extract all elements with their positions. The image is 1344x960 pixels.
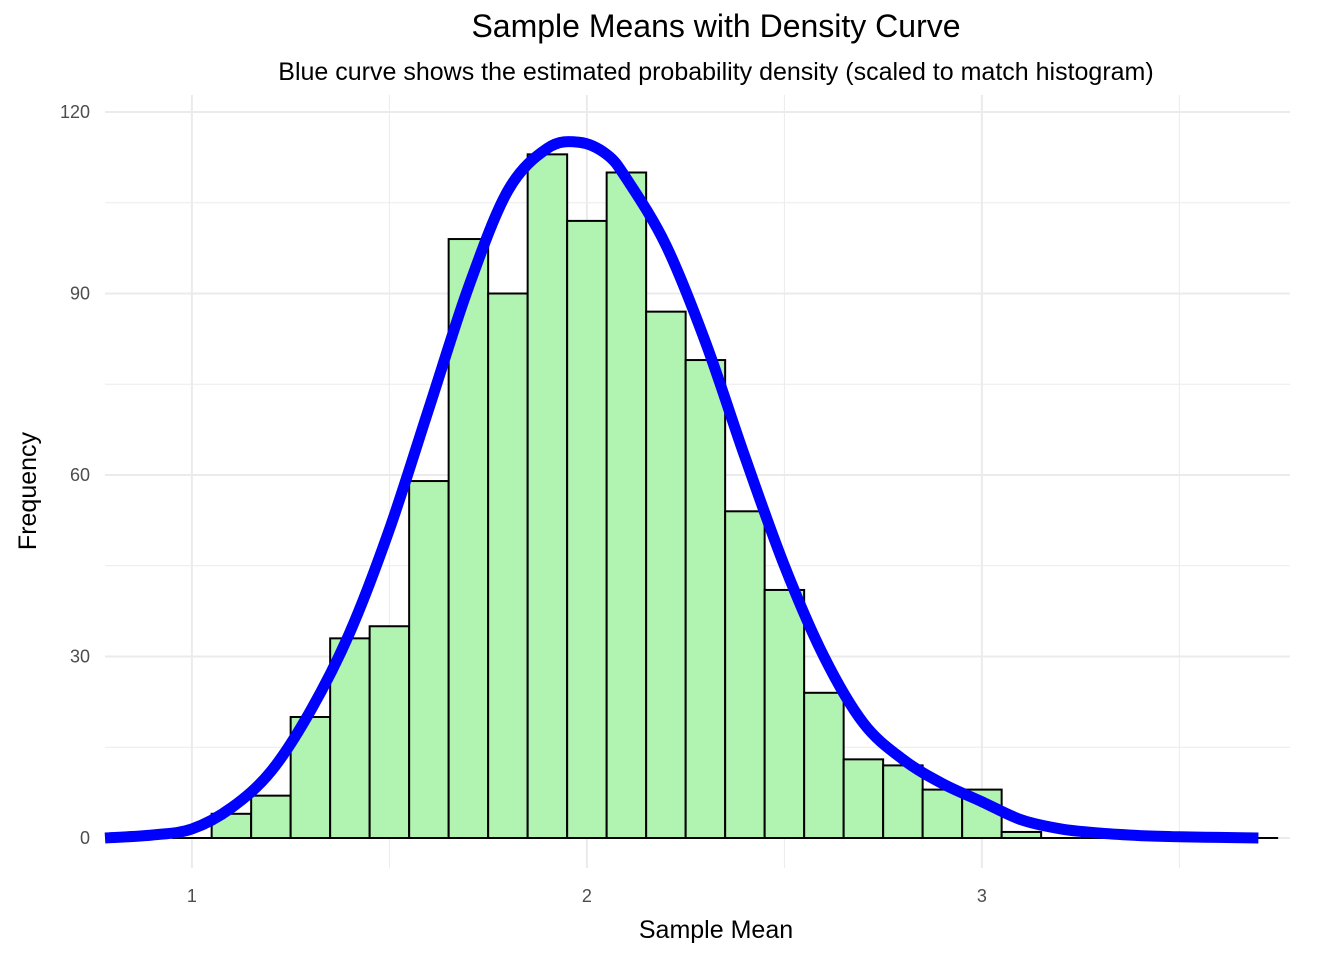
histogram-bar bbox=[368, 625, 411, 839]
histogram-bar bbox=[526, 153, 569, 840]
histogram-bar bbox=[724, 510, 766, 839]
histogram-bar bbox=[250, 794, 292, 840]
histogram-bar bbox=[921, 788, 964, 839]
chart-subtitle: Blue curve shows the estimated probabili… bbox=[278, 58, 1154, 86]
histogram-bar bbox=[408, 480, 450, 839]
y-tick-label: 60 bbox=[70, 465, 90, 485]
x-tick-label: 3 bbox=[977, 886, 987, 906]
y-axis-title: Frequency bbox=[14, 431, 42, 550]
histogram-bar bbox=[803, 691, 845, 839]
ticks-layer: 0 30 60 90 120 1 2 3 bbox=[60, 102, 987, 906]
histogram-bar bbox=[447, 238, 490, 840]
histogram-bar bbox=[684, 359, 727, 839]
histogram-bar bbox=[605, 171, 648, 839]
density-curve bbox=[104, 136, 1259, 844]
histogram-bar bbox=[882, 764, 924, 840]
density-curve-layer bbox=[104, 136, 1259, 844]
histogram-bar bbox=[645, 310, 687, 839]
y-tick-label: 30 bbox=[70, 647, 90, 667]
histogram-bar bbox=[487, 292, 529, 839]
x-tick-label: 1 bbox=[187, 886, 197, 906]
y-tick-label: 120 bbox=[60, 102, 90, 122]
histogram-bar bbox=[763, 588, 806, 840]
histogram-bar bbox=[566, 219, 608, 839]
histogram-bar bbox=[842, 758, 885, 839]
y-tick-label: 0 bbox=[80, 828, 90, 848]
histogram-bar bbox=[1000, 830, 1043, 840]
x-axis-title: Sample Mean bbox=[639, 916, 793, 944]
y-tick-label: 90 bbox=[70, 284, 90, 304]
bars-layer bbox=[172, 153, 1279, 840]
chart-title: Sample Means with Density Curve bbox=[471, 8, 961, 44]
x-tick-label: 2 bbox=[582, 886, 592, 906]
